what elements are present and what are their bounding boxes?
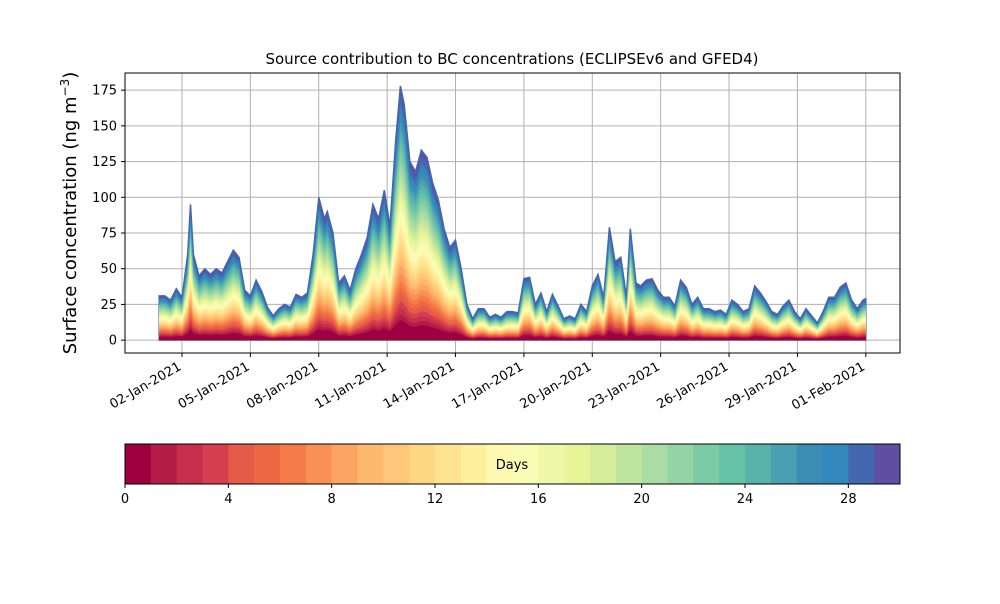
x-axis: 02-Jan-202105-Jan-202108-Jan-202111-Jan-… <box>107 353 868 413</box>
colorbar-segment <box>228 444 255 484</box>
colorbar-segment <box>590 444 617 484</box>
chart-title: Source contribution to BC concentrations… <box>265 50 758 68</box>
y-tick-label: 100 <box>92 191 117 206</box>
y-tick-label: 50 <box>100 262 117 277</box>
colorbar-segment <box>667 444 694 484</box>
plot-frame <box>124 72 901 354</box>
colorbar-segment <box>770 444 798 484</box>
y-tick-label: 125 <box>92 155 117 170</box>
x-tick-label: 14-Jan-2021 <box>381 359 458 412</box>
colorbar-segment <box>435 444 462 484</box>
x-tick-label: 08-Jan-2021 <box>244 359 321 412</box>
colorbar-segment <box>796 444 823 484</box>
y-axis-label-close: ) <box>60 72 81 79</box>
colorbar-segment <box>486 444 513 484</box>
colorbar-segment <box>331 444 358 484</box>
colorbar-segment <box>150 444 178 484</box>
colorbar-segment <box>254 444 281 484</box>
y-tick-label: 25 <box>100 298 117 313</box>
colorbar-tick-label: 8 <box>328 492 336 507</box>
y-axis-label-text: Surface concentration (ng m <box>60 96 81 354</box>
colorbar-segment <box>176 444 203 484</box>
colorbar-segment <box>641 444 668 484</box>
colorbar-segment <box>202 444 229 484</box>
colorbar-segment <box>125 444 152 484</box>
colorbar-ticks: 0 4 8 12 16 20 24 28 <box>121 484 857 507</box>
colorbar-segment <box>564 444 591 484</box>
colorbar-tick-label: 24 <box>737 492 754 507</box>
colorbar-tick-label: 20 <box>633 492 650 507</box>
colorbar-segment <box>874 444 901 484</box>
colorbar-segment <box>409 444 436 484</box>
x-tick-label: 23-Jan-2021 <box>586 359 663 412</box>
y-axis-label: Surface concentration (ng m−3) <box>58 72 81 355</box>
y-axis-label-sup: −3 <box>58 79 72 97</box>
colorbar-segment <box>822 444 849 484</box>
area-layer-day-0 <box>159 320 866 341</box>
colorbar-segment <box>693 444 720 484</box>
colorbar-tick-label: 16 <box>530 492 547 507</box>
colorbar <box>125 444 901 484</box>
colorbar-segment <box>745 444 772 484</box>
colorbar-segment <box>305 444 333 484</box>
x-tick-label: 11-Jan-2021 <box>313 359 390 412</box>
y-axis: 0 25 50 75 100 125 150 175 <box>92 84 125 349</box>
x-tick-label: 17-Jan-2021 <box>449 359 526 412</box>
x-tick-label: 01-Feb-2021 <box>789 359 868 413</box>
colorbar-segment <box>280 444 307 484</box>
y-tick-label: 75 <box>100 227 117 242</box>
colorbar-segment <box>460 444 488 484</box>
colorbar-label: Days <box>496 458 529 473</box>
colorbar-tick-label: 0 <box>121 492 129 507</box>
colorbar-segment <box>512 444 539 484</box>
stacked-areas <box>158 85 867 341</box>
colorbar-segment <box>848 444 875 484</box>
x-tick-label: 05-Jan-2021 <box>176 359 253 412</box>
colorbar-segment <box>383 444 410 484</box>
x-tick-label: 29-Jan-2021 <box>723 359 800 412</box>
y-tick-label: 175 <box>92 84 117 99</box>
colorbar-segment <box>615 444 643 484</box>
colorbar-frame <box>124 443 901 485</box>
colorbar-tick-label: 12 <box>427 492 444 507</box>
colorbar-tick-label: 4 <box>224 492 232 507</box>
colorbar-segment <box>357 444 384 484</box>
colorbar-tick-label: 28 <box>840 492 857 507</box>
x-tick-label: 20-Jan-2021 <box>518 359 595 412</box>
y-tick-label: 0 <box>109 334 117 349</box>
colorbar-segment <box>719 444 746 484</box>
colorbar-segment <box>538 444 565 484</box>
x-tick-label: 02-Jan-2021 <box>107 359 184 412</box>
y-tick-label: 150 <box>92 119 117 134</box>
x-tick-label: 26-Jan-2021 <box>654 359 731 412</box>
